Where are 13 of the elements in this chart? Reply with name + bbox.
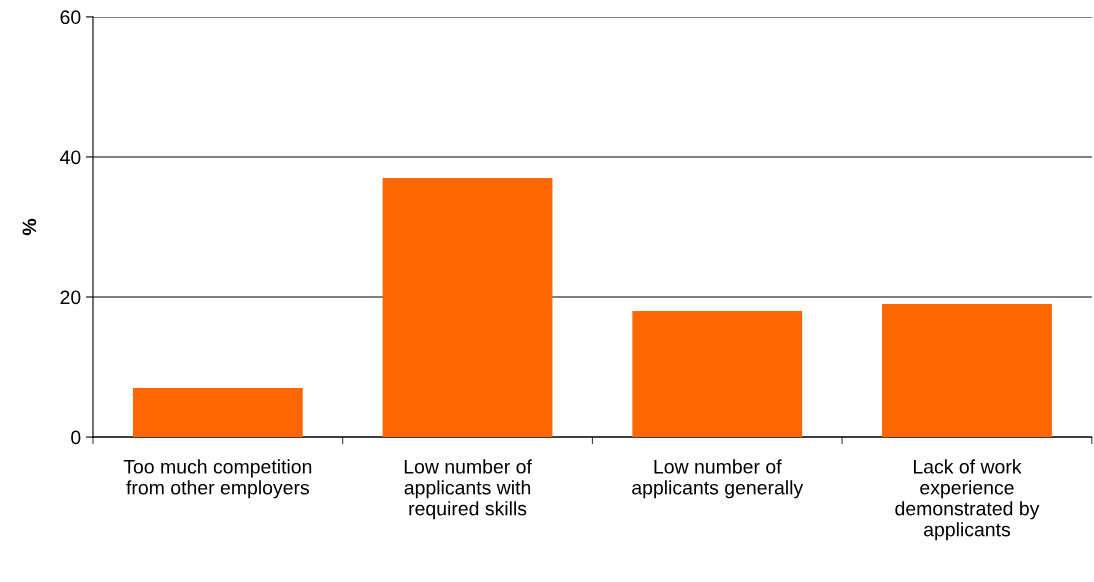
y-axis-title: % — [22, 218, 37, 236]
x-tick-label: Too much competition from other employers — [123, 459, 312, 499]
bar — [382, 177, 553, 438]
y-tick-label: 0 — [71, 430, 81, 445]
x-tick-label: Low number of applicants with required skills — [404, 459, 532, 520]
bar — [132, 388, 303, 438]
y-tick-label: 20 — [60, 290, 81, 305]
bar — [882, 304, 1052, 438]
bar — [632, 311, 803, 438]
y-tick-label: 60 — [60, 10, 81, 25]
x-tick-label: Lack of work experience demonstrated by applicants — [895, 459, 1040, 541]
y-tick-label: 40 — [60, 150, 81, 165]
x-tick-label: Low number of applicants generally — [632, 459, 804, 499]
